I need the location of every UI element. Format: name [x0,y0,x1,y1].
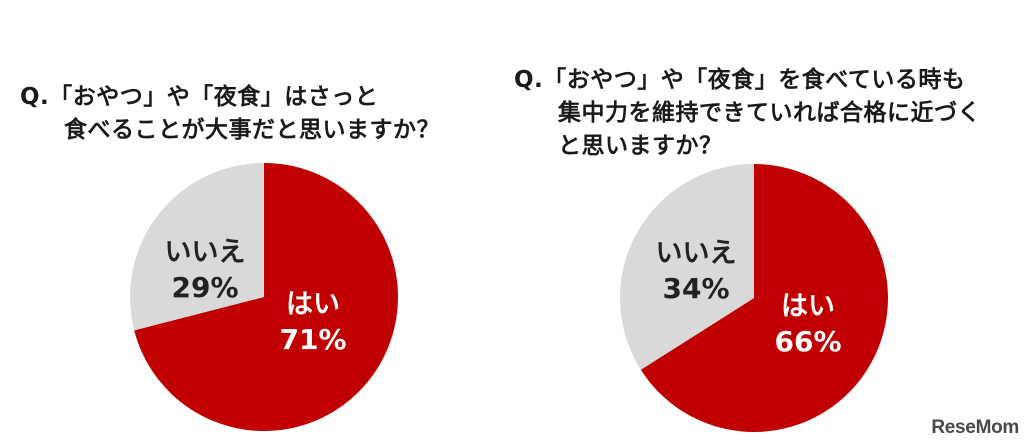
pie-1-label-yes: はい [286,289,340,320]
question-1-line-2: 食べることが大事だと思いますか？ [64,117,440,143]
pie-1-label-no: いいえ [165,237,246,268]
pie-2-value-yes: 66% [774,325,841,358]
question-2-line-2: 集中力を維持できていれば合格に近づく [558,100,981,126]
question-2-line-3: と思いますか？ [558,133,723,159]
pie-1-slice-no [130,163,264,331]
question-2-title: Q.「おやつ」や「夜食」を食べている時も 集中力を維持できていれば合格に近づく … [514,64,981,163]
pie-1-slice-yes [134,163,399,431]
pie-2-label-no: いいえ [656,238,737,269]
question-2-line-1: Q.「おやつ」や「夜食」を食べている時も [514,67,966,93]
pie-2-slice-no [620,164,754,370]
pie-1-value-yes: 71% [279,323,346,356]
resemom-logo: ReseMom [931,417,1019,438]
pie-2-label-yes: はい [781,291,835,322]
question-1-line-1: Q.「おやつ」や「夜食」はさっと [20,84,379,110]
pie-2-value-no: 34% [662,272,729,305]
pie-2-slice-yes [640,164,889,432]
pie-1-value-no: 29% [171,271,238,304]
question-1-title: Q.「おやつ」や「夜食」はさっと 食べることが大事だと思いますか？ [20,81,440,147]
